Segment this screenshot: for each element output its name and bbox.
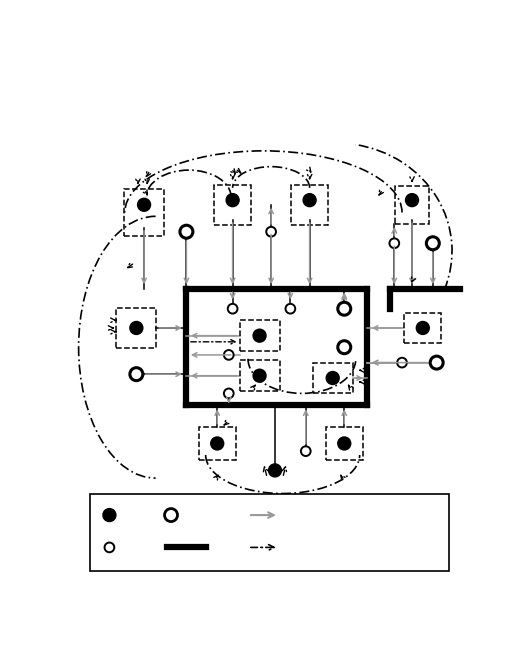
Circle shape (165, 509, 177, 521)
Bar (291, 184, 328, 225)
Circle shape (103, 509, 116, 521)
Circle shape (266, 227, 276, 237)
Circle shape (326, 371, 339, 385)
Text: Power flows: Power flows (282, 509, 357, 522)
Circle shape (224, 350, 234, 360)
Circle shape (389, 239, 399, 248)
Circle shape (338, 437, 351, 450)
Text: RDG: RDG (184, 509, 212, 522)
Bar (239, 360, 280, 391)
Circle shape (228, 304, 237, 313)
Text: Load: Load (123, 541, 153, 554)
Bar (124, 190, 164, 235)
Bar (199, 426, 236, 460)
Bar (326, 426, 363, 460)
Bar (404, 313, 441, 343)
Bar (214, 184, 251, 225)
Circle shape (427, 237, 439, 250)
Bar (312, 362, 353, 394)
Circle shape (286, 304, 295, 313)
Circle shape (338, 302, 351, 315)
Text: PDG: PDG (123, 509, 149, 522)
Circle shape (253, 329, 266, 342)
Circle shape (224, 388, 234, 398)
Text: Bus: Bus (211, 541, 234, 554)
Circle shape (130, 368, 143, 381)
Circle shape (253, 370, 266, 382)
Circle shape (397, 358, 407, 368)
Circle shape (301, 446, 311, 456)
Circle shape (130, 322, 143, 334)
Circle shape (211, 437, 224, 450)
Circle shape (406, 194, 419, 207)
Bar (116, 308, 156, 348)
Bar (239, 320, 280, 351)
Circle shape (338, 341, 351, 354)
Circle shape (226, 194, 239, 207)
Circle shape (138, 198, 150, 211)
Bar (395, 186, 429, 224)
Circle shape (430, 356, 443, 369)
Circle shape (268, 464, 281, 477)
Circle shape (303, 194, 316, 207)
Circle shape (180, 225, 193, 238)
Text: Information flows: Information flows (282, 541, 391, 554)
Bar (90, 494, 449, 570)
Circle shape (105, 543, 114, 552)
Circle shape (416, 322, 429, 334)
